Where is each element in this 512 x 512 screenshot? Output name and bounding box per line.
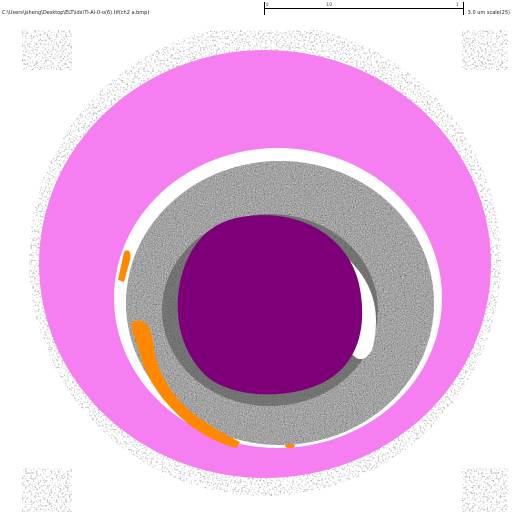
scale-tick-end — [463, 2, 464, 15]
micrograph-icon — [22, 30, 508, 512]
scale-label-end: 1 — [456, 2, 459, 7]
defect-highlight-small — [118, 250, 131, 282]
defect-highlight-main — [131, 320, 240, 448]
info-label: 3.0 um scale(25) — [467, 10, 510, 16]
scale-label-mid: 1/2 — [326, 2, 333, 7]
scale-label-start: 0 — [266, 2, 269, 7]
defect-highlight-dot — [285, 444, 295, 448]
file-path-label: C:\Users\jsheng\Desktop\ELT\idx\Ti-Al-0-… — [2, 10, 150, 16]
micrograph-image — [0, 20, 512, 512]
scale-bar-line — [264, 8, 464, 9]
scale-tick-start — [264, 2, 265, 15]
scale-bar: 0 1/2 1 — [264, 1, 464, 15]
core-region — [177, 215, 363, 395]
title-bar: C:\Users\jsheng\Desktop\ELT\idx\Ti-Al-0-… — [0, 0, 512, 20]
